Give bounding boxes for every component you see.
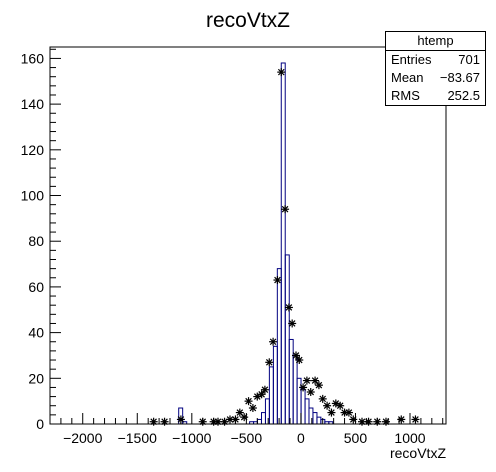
data-marker — [248, 404, 257, 413]
histogram-bin — [316, 416, 322, 425]
histogram-bin — [264, 398, 270, 425]
histogram-layer — [178, 62, 334, 425]
stats-value: 701 — [458, 52, 480, 67]
x-tick-label: −500 — [231, 430, 263, 446]
y-tick-label: 100 — [21, 188, 45, 204]
data-marker — [288, 319, 297, 328]
stats-box: htemp Entries 701 Mean −83.67 RMS 252.5 — [385, 31, 486, 106]
histogram-bin — [284, 254, 290, 425]
data-marker — [295, 356, 304, 365]
y-tick-label: 140 — [21, 96, 45, 112]
stats-label: Mean — [391, 70, 424, 85]
data-marker — [299, 383, 308, 392]
stats-label: Entries — [391, 52, 432, 67]
data-marker — [260, 385, 269, 394]
y-tick-label: 40 — [28, 325, 44, 341]
chart-title: recoVtxZ — [206, 9, 290, 32]
y-tick-label: 0 — [36, 416, 44, 432]
histogram-bin — [308, 407, 314, 425]
histogram-bin — [272, 345, 278, 425]
stats-row-rms: RMS 252.5 — [386, 87, 485, 105]
stats-value: 252.5 — [447, 88, 480, 103]
data-marker — [318, 394, 327, 403]
histogram-bin — [276, 268, 282, 425]
data-marker — [160, 417, 169, 426]
histogram-bin — [288, 338, 294, 425]
axes-layer: −2000 −1500 −1000 −500 0 500 1000 0 20 40 60 80 100 1… — [21, 46, 447, 446]
histogram-bin — [304, 398, 310, 425]
y-tick-label: 80 — [28, 233, 44, 249]
data-marker — [277, 68, 286, 77]
data-marker — [302, 376, 311, 385]
data-marker — [323, 401, 332, 410]
data-marker — [311, 376, 320, 385]
y-tick-label: 20 — [28, 370, 44, 386]
histogram-bin — [292, 354, 298, 425]
histogram-bin — [256, 418, 262, 425]
data-marker — [382, 417, 390, 426]
data-marker — [411, 415, 420, 424]
plot-frame — [49, 46, 447, 425]
stats-row-entries: Entries 701 — [386, 51, 485, 69]
data-marker — [240, 413, 249, 422]
data-marker — [269, 337, 278, 346]
data-marker — [349, 415, 358, 424]
x-tick-label: 0 — [297, 430, 305, 446]
marker-layer — [149, 68, 420, 426]
histogram-bin — [300, 389, 306, 425]
x-tick-label: 500 — [344, 430, 368, 446]
stats-value: −83.67 — [439, 70, 480, 85]
x-axis-label: recoVtxZ — [390, 445, 446, 461]
histogram-bin — [312, 412, 318, 425]
stats-label: RMS — [391, 88, 420, 103]
data-marker — [281, 205, 290, 214]
y-tick-label: 160 — [21, 50, 45, 66]
x-tick-label: −2000 — [63, 430, 103, 446]
data-marker — [344, 408, 353, 417]
histogram-bin — [261, 412, 266, 425]
stats-title: htemp — [386, 32, 485, 51]
x-tick-label: 1000 — [394, 430, 425, 446]
histogram-bin — [280, 62, 286, 425]
stats-row-mean: Mean −83.67 — [386, 69, 485, 87]
data-marker — [397, 415, 406, 424]
y-tick-label: 60 — [28, 279, 44, 295]
x-tick-label: −1000 — [172, 430, 212, 446]
data-marker — [265, 358, 274, 367]
data-marker — [273, 276, 282, 285]
data-marker — [327, 408, 336, 417]
x-tick-label: −1500 — [118, 430, 158, 446]
data-marker — [284, 303, 293, 312]
data-marker — [292, 351, 300, 360]
data-marker — [257, 390, 266, 399]
data-marker — [336, 401, 345, 410]
data-marker — [244, 397, 253, 406]
data-marker — [314, 381, 323, 390]
data-marker — [149, 417, 158, 426]
data-marker — [306, 388, 315, 397]
histogram-bin — [268, 366, 274, 425]
data-marker — [364, 417, 373, 426]
y-tick-label: 120 — [21, 142, 45, 158]
